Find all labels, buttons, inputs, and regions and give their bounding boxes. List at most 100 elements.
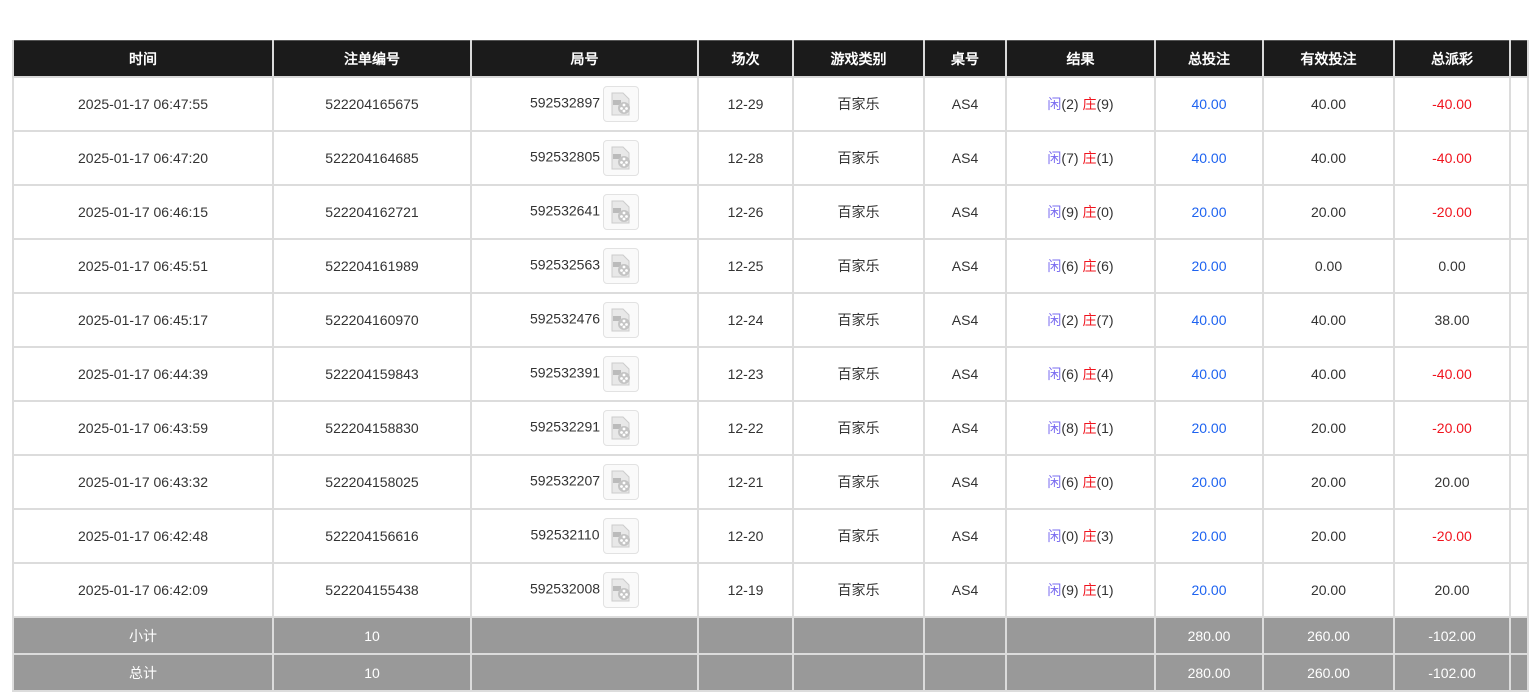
table-number: AS4	[923, 184, 1007, 240]
video-replay-button[interactable]	[603, 140, 640, 176]
table-row: 2025-01-17 06:47:20 522204164685 592532805…	[12, 130, 1529, 186]
shoe-round: 12-22	[697, 400, 794, 456]
banker-score: (9)	[1096, 96, 1114, 112]
result: 闲(9) 庄(1)	[1005, 562, 1156, 618]
empty-cell	[1005, 653, 1156, 692]
video-replay-button[interactable]	[603, 194, 640, 230]
total-bet: 20.00	[1154, 400, 1264, 456]
video-replay-button[interactable]	[602, 518, 639, 554]
summary-total-bet: 280.00	[1154, 616, 1264, 655]
extra-cell	[1509, 562, 1529, 618]
column-header: 局号	[470, 40, 699, 78]
bet-time: 2025-01-17 06:46:15	[12, 184, 274, 240]
extra-cell	[1509, 130, 1529, 186]
summary-count: 10	[272, 653, 472, 692]
player-label: 闲	[1047, 420, 1062, 436]
bet-time: 2025-01-17 06:42:48	[12, 508, 274, 564]
table-number: AS4	[923, 346, 1007, 402]
table-number: AS4	[923, 400, 1007, 456]
bet-id: 522204161989	[272, 238, 472, 294]
round-number: 592532291	[529, 418, 601, 435]
valid-bet: 20.00	[1262, 508, 1395, 564]
summary-payout: -102.00	[1393, 616, 1511, 655]
bet-time: 2025-01-17 06:42:09	[12, 562, 274, 618]
result: 闲(0) 庄(3)	[1005, 508, 1156, 564]
video-replay-button[interactable]	[603, 356, 640, 392]
shoe-round: 12-29	[697, 76, 794, 132]
banker-label: 庄	[1082, 366, 1097, 382]
banker-score: (1)	[1096, 150, 1114, 166]
payout: -40.00	[1393, 346, 1511, 402]
banker-score: (1)	[1096, 582, 1114, 598]
banker-label: 庄	[1082, 474, 1097, 490]
banker-score: (0)	[1096, 474, 1114, 490]
shoe-round: 12-19	[697, 562, 794, 618]
extra-cell	[1509, 238, 1529, 294]
empty-cell	[1509, 616, 1529, 655]
game-type: 百家乐	[792, 508, 925, 564]
banker-score: (3)	[1096, 528, 1114, 544]
table-row: 2025-01-17 06:45:51 522204161989 592532563…	[12, 238, 1529, 294]
result: 闲(2) 庄(7)	[1005, 292, 1156, 348]
game-type: 百家乐	[792, 292, 925, 348]
valid-bet: 0.00	[1262, 238, 1395, 294]
video-replay-button[interactable]	[603, 248, 640, 284]
bet-id: 522204162721	[272, 184, 472, 240]
summary-total-bet: 280.00	[1154, 653, 1264, 692]
banker-label: 庄	[1082, 258, 1097, 274]
bet-time: 2025-01-17 06:45:51	[12, 238, 274, 294]
payout: 38.00	[1393, 292, 1511, 348]
valid-bet: 20.00	[1262, 184, 1395, 240]
total-bet: 20.00	[1154, 454, 1264, 510]
summary-valid-bet: 260.00	[1262, 616, 1395, 655]
bet-id: 522204159843	[272, 346, 472, 402]
column-header: 注单编号	[272, 40, 472, 78]
empty-cell	[792, 653, 925, 692]
bet-id: 522204164685	[272, 130, 472, 186]
round-number: 592532008	[529, 580, 601, 597]
game-type: 百家乐	[792, 400, 925, 456]
extra-cell	[1509, 400, 1529, 456]
total-bet: 40.00	[1154, 76, 1264, 132]
column-header: 场次	[697, 40, 794, 78]
shoe-round: 12-20	[697, 508, 794, 564]
player-score: (8)	[1061, 420, 1079, 436]
player-label: 闲	[1047, 366, 1062, 382]
subtotal-row: 小计 10 280.00 260.00 -102.00	[12, 616, 1529, 655]
player-label: 闲	[1047, 528, 1062, 544]
total-bet: 40.00	[1154, 346, 1264, 402]
video-replay-button[interactable]	[603, 410, 640, 446]
table-row: 2025-01-17 06:47:55 522204165675 592532897…	[12, 76, 1529, 132]
table-header-row: 时间 注单编号 局号 场次 游戏类别 桌号 结果 总投注 有效投注 总派彩	[12, 40, 1529, 78]
video-replay-button[interactable]	[603, 572, 640, 608]
result: 闲(6) 庄(4)	[1005, 346, 1156, 402]
empty-cell	[697, 653, 794, 692]
table-number: AS4	[923, 454, 1007, 510]
player-score: (9)	[1061, 582, 1079, 598]
bet-time: 2025-01-17 06:47:55	[12, 76, 274, 132]
extra-cell	[1509, 292, 1529, 348]
bet-time: 2025-01-17 06:45:17	[12, 292, 274, 348]
bet-id: 522204158025	[272, 454, 472, 510]
video-replay-button[interactable]	[603, 302, 640, 338]
extra-cell	[1509, 346, 1529, 402]
video-replay-button[interactable]	[603, 464, 640, 500]
table-row: 2025-01-17 06:44:39 522204159843 592532391…	[12, 346, 1529, 402]
empty-cell	[1005, 616, 1156, 655]
player-label: 闲	[1047, 582, 1062, 598]
summary-payout: -102.00	[1393, 653, 1511, 692]
result: 闲(2) 庄(9)	[1005, 76, 1156, 132]
banker-label: 庄	[1082, 312, 1097, 328]
table-number: AS4	[923, 292, 1007, 348]
player-score: (7)	[1061, 150, 1079, 166]
payout: 20.00	[1393, 454, 1511, 510]
banker-score: (4)	[1096, 366, 1114, 382]
total-bet: 20.00	[1154, 562, 1264, 618]
bet-records-table-wrap: 时间 注单编号 局号 场次 游戏类别 桌号 结果 总投注 有效投注 总派彩 2025-01-17 …	[12, 40, 1529, 692]
bet-time: 2025-01-17 06:43:59	[12, 400, 274, 456]
banker-label: 庄	[1082, 96, 1097, 112]
video-replay-button[interactable]	[603, 86, 640, 122]
game-type: 百家乐	[792, 130, 925, 186]
player-score: (2)	[1061, 96, 1079, 112]
table-number: AS4	[923, 562, 1007, 618]
